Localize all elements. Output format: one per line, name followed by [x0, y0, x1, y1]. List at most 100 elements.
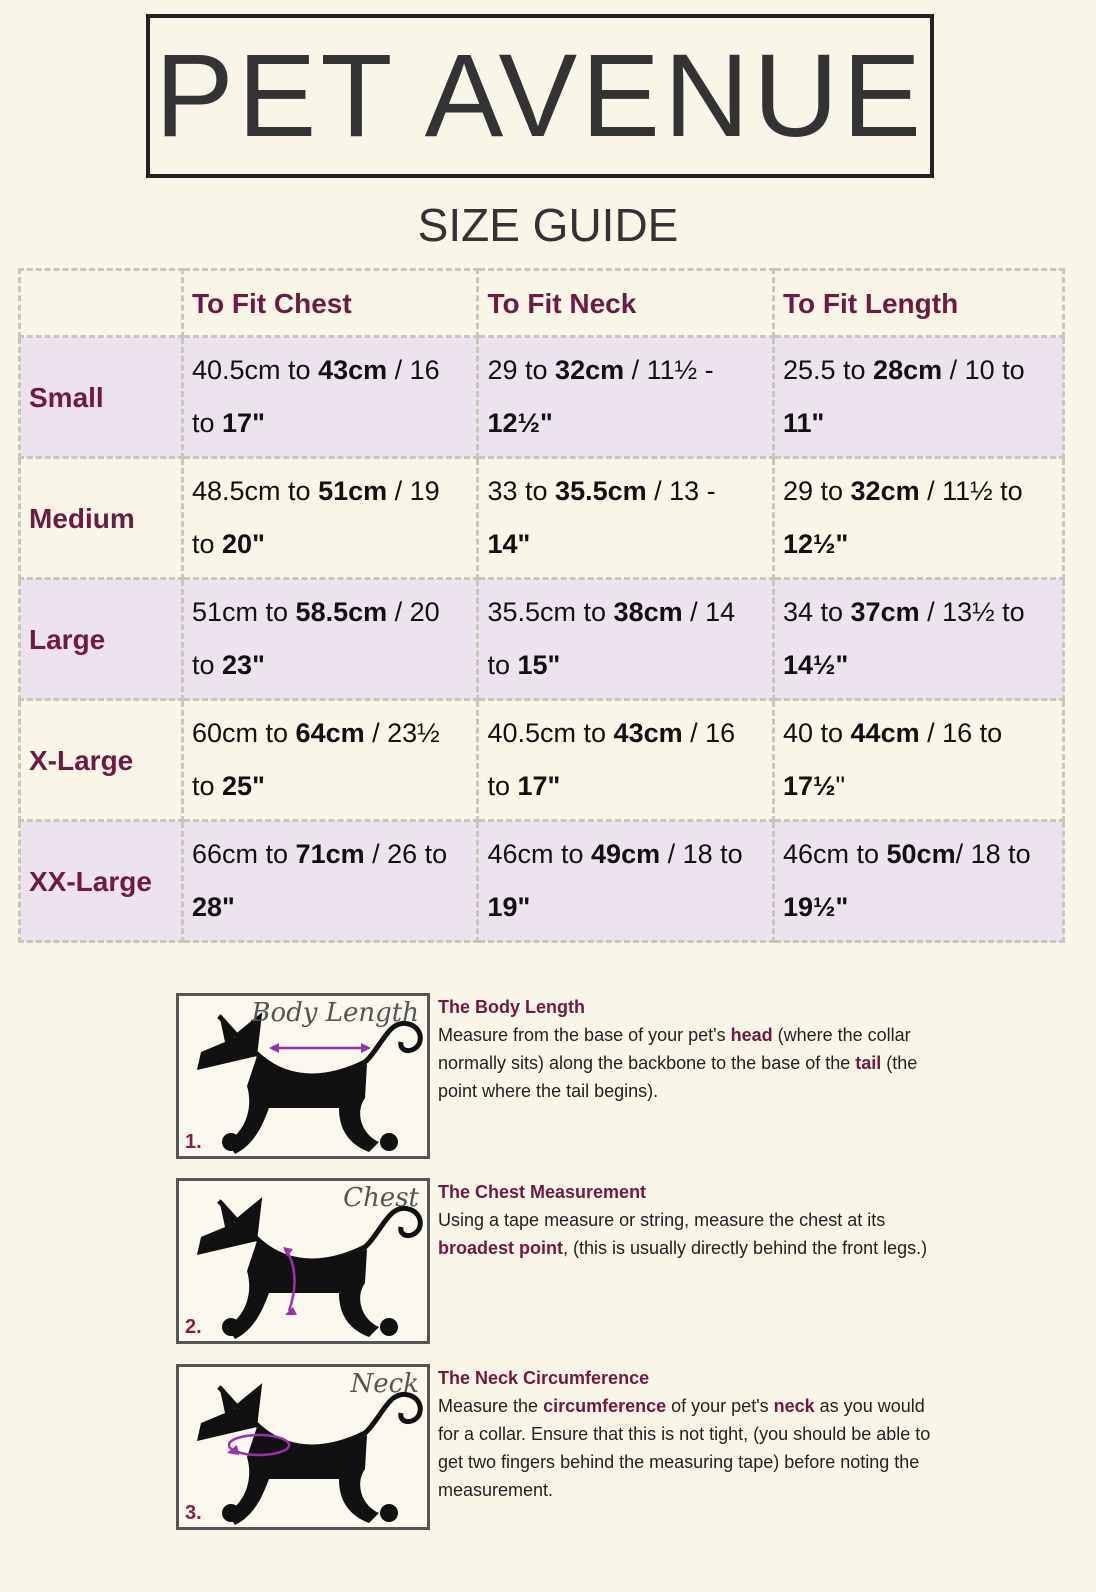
measure-title: The Chest Measurement: [438, 1182, 647, 1202]
size-table: To Fit Chest To Fit Neck To Fit Length S…: [18, 268, 1066, 943]
text: Measure the: [438, 1396, 544, 1416]
emphasis-text: 19½": [782, 892, 849, 922]
text: / 16 to: [192, 355, 440, 438]
brand-name: PET AVENUE: [154, 30, 926, 162]
text: , (this is usually directly behind the f…: [563, 1238, 928, 1258]
emphasis-text: 17½: [782, 771, 836, 801]
cell-length: 29 to 32cm / 11½ to 12½": [771, 456, 1066, 580]
emphasis-text: tail: [855, 1053, 882, 1073]
emphasis-text: 44cm: [850, 718, 920, 748]
text: of your pet's: [666, 1396, 774, 1416]
header-neck: To Fit Neck: [476, 268, 775, 338]
text: / 18 to: [955, 839, 1031, 869]
text: / 14 to: [487, 597, 736, 680]
emphasis-text: 17": [517, 771, 561, 801]
text: / 20 to: [192, 597, 440, 680]
cell-neck: 35.5cm to 38cm / 14 to 15": [476, 577, 775, 701]
emphasis-text: 15": [517, 650, 561, 680]
emphasis-text: 51cm: [318, 476, 388, 506]
emphasis-text: 14½": [782, 650, 849, 680]
measure-title: The Neck Circumference: [438, 1368, 650, 1388]
cell-chest: 66cm to 71cm / 26 to 28": [180, 819, 480, 943]
measure-2: Chest 2. The Chest Measurement Using a tape…: [176, 1178, 956, 1344]
measure-illustration: Neck 3.: [176, 1364, 430, 1530]
text: 51cm to: [192, 597, 296, 627]
cell-neck: 29 to 32cm / 11½ - 12½": [476, 335, 775, 459]
emphasis-text: 17": [222, 408, 265, 438]
emphasis-text: 28": [192, 892, 235, 922]
size-label: XX-Large: [18, 819, 184, 943]
emphasis-text: 23": [222, 650, 265, 680]
header-cell-empty: [18, 268, 184, 338]
measure-illustration: Chest 2.: [176, 1178, 430, 1344]
text: / 13½ to: [919, 597, 1025, 627]
text: / 23½ to: [192, 718, 440, 801]
header-chest: To Fit Chest: [180, 268, 480, 338]
emphasis-text: 11": [782, 408, 825, 438]
text: 29 to: [487, 355, 556, 385]
cell-chest: 48.5cm to 51cm / 19 to 20": [180, 456, 480, 580]
emphasis-text: 12½": [782, 529, 849, 559]
cell-length: 40 to 44cm / 16 to 17½": [771, 698, 1066, 822]
text: 40.5cm to: [487, 718, 614, 748]
text: 25.5 to: [782, 355, 874, 385]
text: 46cm to: [487, 839, 592, 869]
text: / 19 to: [192, 476, 440, 559]
brand-logo: PET AVENUE: [146, 14, 934, 178]
cell-neck: 46cm to 49cm / 18 to 19": [476, 819, 775, 943]
illustration-label: Chest: [343, 1183, 419, 1213]
illustration-label: Body Length: [251, 998, 419, 1028]
text: / 11½ to: [919, 476, 1023, 506]
text: 66cm to: [192, 839, 296, 869]
emphasis-text: 14": [487, 529, 531, 559]
table-header-row: To Fit Chest To Fit Neck To Fit Length: [18, 268, 1066, 338]
text: / 16 to: [919, 718, 1003, 748]
text: 29 to: [782, 476, 851, 506]
text: 35.5cm to: [487, 597, 614, 627]
cell-chest: 51cm to 58.5cm / 20 to 23": [180, 577, 480, 701]
text: ": [835, 771, 846, 801]
text: / 16 to: [487, 718, 736, 801]
emphasis-text: 19": [487, 892, 531, 922]
text: as you would for a collar. Ensure that t…: [438, 1396, 931, 1500]
text: 46cm to: [782, 839, 887, 869]
text: 34 to: [782, 597, 851, 627]
emphasis-text: head: [730, 1025, 773, 1045]
cell-chest: 60cm to 64cm / 23½ to 25": [180, 698, 480, 822]
illustration-label: Neck: [350, 1369, 419, 1399]
text: / 11½ -: [624, 355, 714, 385]
measure-title: The Body Length: [438, 997, 585, 1017]
step-number: 1.: [185, 1131, 202, 1153]
emphasis-text: 37cm: [850, 597, 920, 627]
measure-body: Measure from the base of your pet's head…: [438, 1021, 938, 1105]
emphasis-text: circumference: [543, 1396, 667, 1416]
text: / 10 to: [942, 355, 1025, 385]
size-label: Large: [18, 577, 184, 701]
emphasis-text: 64cm: [295, 718, 365, 748]
measure-description: The Neck Circumference Measure the circum…: [438, 1364, 938, 1504]
step-number: 2.: [185, 1316, 202, 1338]
text: 40 to: [782, 718, 851, 748]
header-length: To Fit Length: [771, 268, 1066, 338]
size-label: X-Large: [18, 698, 184, 822]
measure-description: The Body Length Measure from the base of …: [438, 993, 938, 1105]
size-label: Small: [18, 335, 184, 459]
emphasis-text: 28cm: [873, 355, 943, 385]
text: Using a tape measure or string, measure …: [438, 1210, 886, 1230]
table-row-large: Large 51cm to 58.5cm / 20 to 23" 35.5cm to…: [18, 577, 1066, 701]
measure-3: Neck 3. The Neck Circumference Measure the …: [176, 1364, 956, 1530]
emphasis-text: 43cm: [613, 718, 683, 748]
cell-chest: 40.5cm to 43cm / 16 to 17": [180, 335, 480, 459]
emphasis-text: neck: [773, 1396, 815, 1416]
cell-length: 25.5 to 28cm / 10 to 11": [771, 335, 1066, 459]
measure-illustration: Body Length 1.: [176, 993, 430, 1159]
emphasis-text: 38cm: [613, 597, 683, 627]
emphasis-text: 25": [222, 771, 265, 801]
size-label: Medium: [18, 456, 184, 580]
text: / 13 -: [646, 476, 716, 506]
text: / 18 to: [660, 839, 743, 869]
cell-neck: 33 to 35.5cm / 13 - 14": [476, 456, 775, 580]
cell-length: 46cm to 50cm/ 18 to 19½": [771, 819, 1066, 943]
dog-silhouette-icon: [197, 1197, 423, 1339]
